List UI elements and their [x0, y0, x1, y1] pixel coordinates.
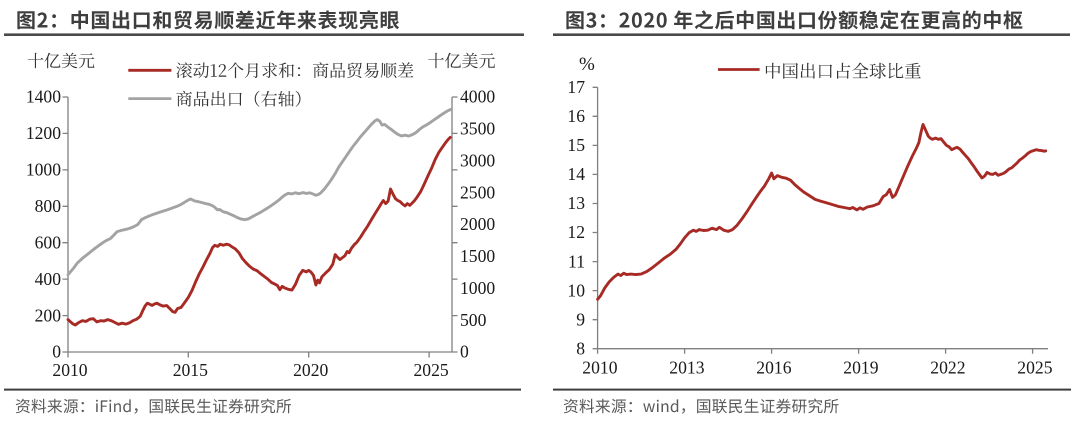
svg-text:9: 9: [576, 309, 585, 329]
svg-text:2025: 2025: [1017, 358, 1052, 378]
svg-text:%: %: [579, 54, 595, 75]
svg-text:2015: 2015: [173, 360, 208, 380]
svg-text:2010: 2010: [52, 360, 87, 380]
svg-text:2016: 2016: [756, 358, 791, 378]
svg-text:2013: 2013: [669, 358, 704, 378]
svg-text:3500: 3500: [460, 119, 495, 139]
svg-text:500: 500: [460, 310, 487, 330]
svg-text:2000: 2000: [460, 214, 495, 234]
svg-text:1200: 1200: [26, 123, 61, 143]
svg-text:17: 17: [567, 77, 585, 97]
svg-text:600: 600: [35, 232, 62, 252]
svg-text:400: 400: [35, 269, 62, 289]
svg-text:8: 8: [576, 338, 585, 358]
svg-text:2019: 2019: [843, 358, 878, 378]
svg-text:2022: 2022: [930, 358, 965, 378]
svg-text:0: 0: [52, 342, 61, 362]
svg-text:13: 13: [567, 193, 585, 213]
svg-text:200: 200: [35, 305, 62, 325]
svg-text:2010: 2010: [582, 358, 617, 378]
svg-text:2020: 2020: [293, 360, 328, 380]
svg-text:14: 14: [567, 164, 585, 184]
svg-text:1400: 1400: [26, 87, 61, 107]
svg-text:11: 11: [568, 251, 585, 271]
svg-text:1000: 1000: [460, 278, 495, 298]
svg-text:15: 15: [567, 135, 585, 155]
svg-text:2025: 2025: [414, 360, 449, 380]
svg-text:1500: 1500: [460, 246, 495, 266]
svg-text:12: 12: [567, 222, 585, 242]
svg-text:2500: 2500: [460, 182, 495, 202]
svg-text:10: 10: [567, 280, 585, 300]
svg-text:16: 16: [567, 106, 585, 126]
svg-text:800: 800: [35, 196, 62, 216]
svg-text:3000: 3000: [460, 150, 495, 170]
svg-text:0: 0: [460, 342, 469, 362]
svg-text:4000: 4000: [460, 87, 495, 107]
svg-text:1000: 1000: [26, 160, 61, 180]
